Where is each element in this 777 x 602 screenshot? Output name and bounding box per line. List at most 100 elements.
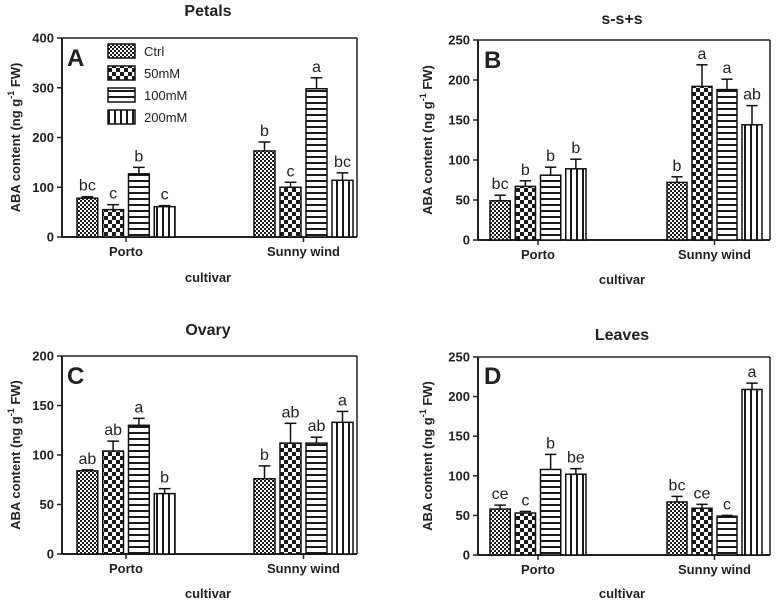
significance-letter: a [698,46,707,63]
bar-porto-100mm [539,174,562,241]
significance-letter: b [260,447,269,464]
bar-porto-50mm [102,208,125,238]
x-axis-label: cultivar [599,272,645,287]
significance-letter: ab [78,451,96,468]
bar-sunny-wind-ctrl [253,150,276,238]
x-axis-label: cultivar [185,586,231,601]
panel-d: Leaves D 0 50 100 150 200 250 ABA content (ng g-… [418,327,771,601]
bar-sunny-wind-100mm [305,87,328,238]
y-tick-label: 200 [448,389,470,404]
category-label: Porto [109,561,143,576]
significance-letter: be [567,450,585,467]
y-tick-label: 50 [456,193,470,208]
significance-letter: c [723,496,731,513]
bar-porto-200mm [565,168,587,241]
bar-porto-100mm [127,424,150,555]
bar-sunny-wind-ctrl [666,501,688,556]
panel-letter: B [484,47,501,74]
category-label: Sunny wind [678,562,751,577]
y-tick-label: 0 [47,230,54,245]
significance-letter: ab [308,418,326,435]
significance-letter: b [160,470,169,487]
y-tick-label: 150 [32,398,54,413]
y-tick-label: 100 [448,468,470,483]
y-tick-label: 0 [463,548,470,563]
panel-letter: C [67,363,84,390]
significance-letter: a [134,399,143,416]
bar-sunny-wind-ctrl [666,181,688,241]
legend: Ctrl 50mM 100mM 200mM [107,43,187,125]
bar-porto-ctrl [489,200,511,241]
y-tick-label: 200 [32,130,54,145]
significance-letter: ab [104,422,122,439]
panel-b: s-s+s B 0 50 100 150 200 250 ABA content (ng g-1… [418,11,771,287]
significance-letter: c [521,492,529,509]
bar-sunny-wind-100mm [716,88,738,241]
bar-sunny-wind-ctrl [253,478,276,555]
bar-sunny-wind-200mm [331,421,354,555]
bar-porto-ctrl [76,197,99,238]
y-tick-label: 300 [32,80,54,95]
chart-title: Ovary [185,322,230,339]
significance-letter: c [161,187,169,204]
category-label: Sunny wind [267,561,340,576]
bar-porto-ctrl [489,508,511,556]
significance-letter: a [723,60,732,77]
bar-porto-100mm [539,468,562,556]
x-axis-label: cultivar [185,270,231,285]
y-tick-label: 150 [448,113,470,128]
y-tick-label: 250 [448,33,470,48]
y-tick-label: 100 [32,448,54,463]
panel-c: Ovary C 0 50 100 150 200 ABA content (ng g-1 FW… [6,322,358,601]
bar-porto-50mm [514,185,537,241]
legend-label: 200mM [144,110,187,125]
significance-letter: c [109,186,117,203]
significance-letter: ab [743,87,761,104]
bar-sunny-wind-200mm [741,124,763,241]
y-tick-label: 150 [448,429,470,444]
bar-porto-200mm [153,492,176,555]
category-label: Porto [521,247,555,262]
significance-letter: b [134,148,143,165]
bar-sunny-wind-50mm [279,442,302,555]
y-tick-label: 250 [448,350,470,365]
y-tick-label: 50 [40,497,54,512]
significance-letter: b [546,435,555,452]
bar-sunny-wind-50mm [279,186,302,238]
bar-sunny-wind-200mm [331,179,354,238]
chart-title: Petals [184,3,231,20]
y-axis-label: ABA content (ng g-1 FW) [6,63,23,213]
significance-letter: b [673,158,682,175]
significance-letter: a [312,59,321,76]
y-axis-label: ABA content (ng g-1 FW) [6,380,23,530]
category-label: Porto [109,244,143,259]
significance-letter: ab [282,404,300,421]
legend-swatch [107,109,136,125]
significance-letter: b [546,148,555,165]
bar-porto-200mm [153,205,176,238]
category-label: Porto [521,562,555,577]
significance-letter: b [521,162,530,179]
panel-letter: D [484,363,501,390]
legend-swatch [107,65,136,81]
significance-letter: bc [492,176,509,193]
y-tick-label: 0 [463,233,470,248]
y-tick-label: 50 [456,508,470,523]
significance-letter: ce [694,485,711,502]
bar-sunny-wind-100mm [305,442,328,555]
significance-letter: a [748,364,757,381]
bar-sunny-wind-50mm [691,507,713,556]
bar-porto-50mm [102,450,125,555]
panel-a: Petals A 0 100 200 300 400 ABA content (ng g-1 … [6,3,358,285]
bar-porto-100mm [127,173,150,238]
y-tick-label: 200 [32,349,54,364]
bar-porto-ctrl [76,470,99,555]
significance-letter: bc [79,178,96,195]
y-tick-label: 400 [32,31,54,46]
bar-sunny-wind-50mm [691,85,713,241]
significance-letter: a [338,392,347,409]
y-tick-label: 0 [47,547,54,562]
y-tick-label: 100 [448,153,470,168]
significance-letter: bc [334,154,351,171]
